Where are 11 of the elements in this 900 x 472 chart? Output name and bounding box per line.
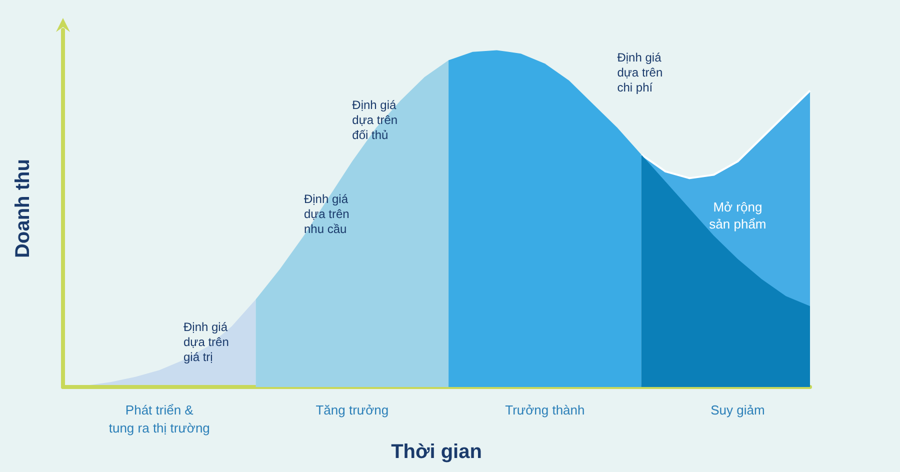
- annotation: Định giá dựa trên đối thủ: [352, 98, 398, 142]
- series-label: Mở rộng sản phẩm: [709, 199, 766, 232]
- annotation: Định giá dựa trên giá trị: [183, 320, 229, 364]
- annotation: Định giá dựa trên nhu cầu: [304, 192, 350, 236]
- annotation: Định giá dựa trên chi phí: [617, 50, 663, 95]
- x-tick-label: Suy giảm: [710, 402, 765, 418]
- y-axis-title: Doanh thu: [12, 159, 34, 258]
- x-tick-label: Trưởng thành: [505, 402, 585, 418]
- x-axis-title: Thời gian: [391, 440, 482, 463]
- x-tick-label: Phát triển & tung ra thị trường: [108, 402, 210, 436]
- x-tick-label: Tăng trưởng: [316, 402, 389, 418]
